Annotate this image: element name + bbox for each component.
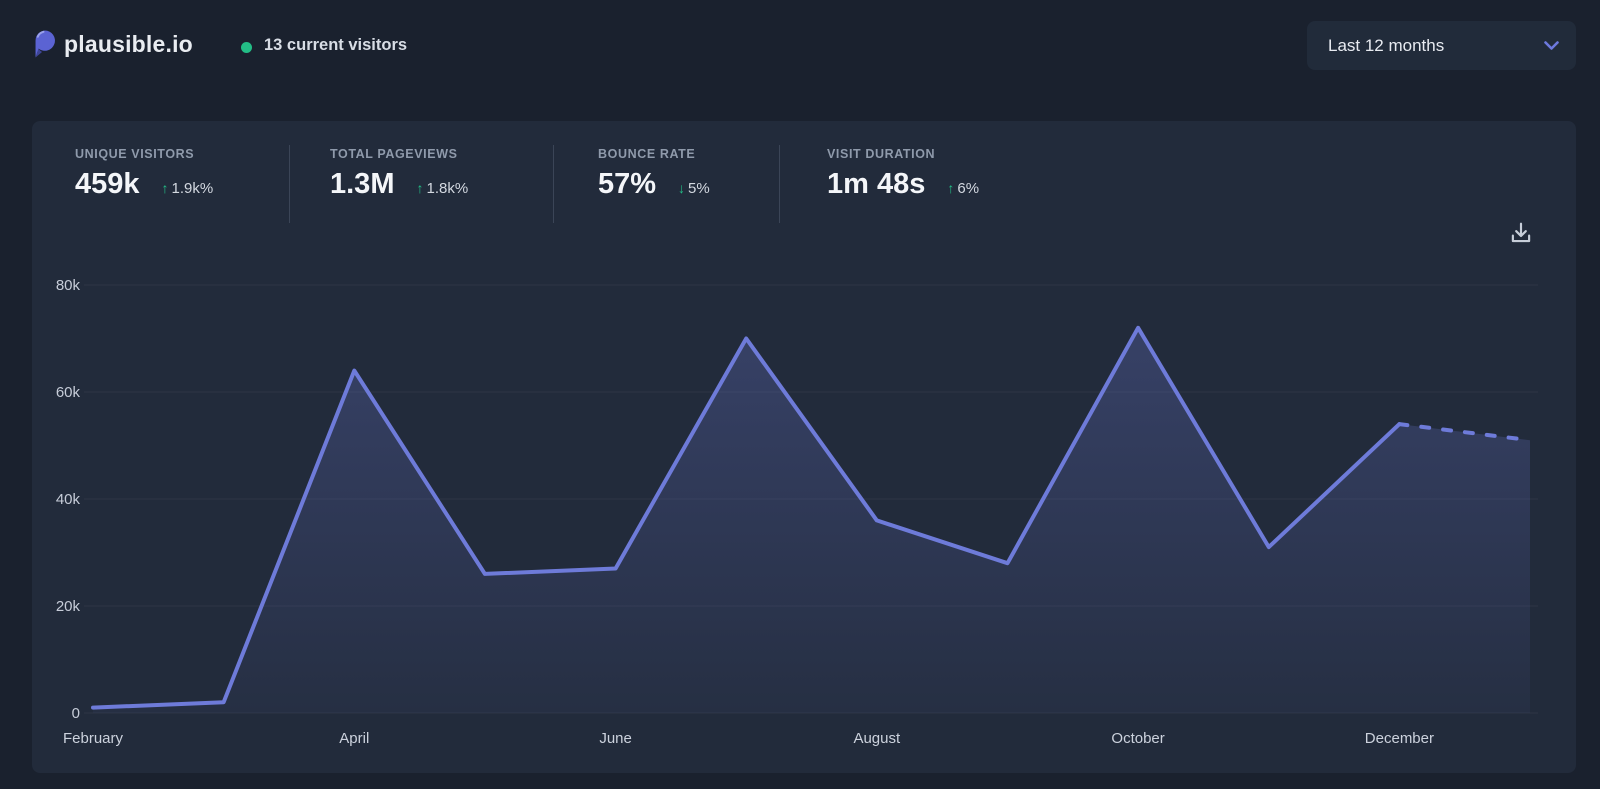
stats-divider — [289, 145, 290, 223]
stat-unique-visitors[interactable]: UNIQUE VISITORS 459k ↑ 1.9k% — [75, 147, 213, 201]
change-value: 5% — [688, 180, 710, 197]
top-bar: plausible.io 13 current visitors Last 12… — [0, 0, 1600, 121]
plausible-logo-icon — [35, 30, 55, 58]
visitors-chart[interactable]: 0 20k 40k 60k 80k February April June August Octo… — [32, 121, 1576, 773]
svg-text:80k: 80k — [56, 277, 81, 294]
stat-change: ↑ 1.9k% — [162, 180, 214, 197]
svg-text:60k: 60k — [56, 384, 81, 401]
stat-value: 57% — [598, 168, 657, 200]
stat-change: ↑ 1.8k% — [416, 180, 468, 197]
up-arrow-icon: ↑ — [947, 180, 955, 196]
stat-total-pageviews[interactable]: TOTAL PAGEVIEWS 1.3M ↑ 1.8k% — [330, 147, 468, 201]
svg-text:June: June — [599, 730, 632, 747]
svg-text:February: February — [63, 730, 124, 747]
download-button[interactable] — [1508, 221, 1534, 247]
current-visitors-link[interactable]: 13 current visitors — [264, 36, 408, 54]
svg-text:April: April — [339, 730, 369, 747]
stat-bounce-rate[interactable]: BOUNCE RATE 57% ↓ 5% — [598, 147, 710, 201]
date-range-label: Last 12 months — [1328, 35, 1445, 55]
date-range-selector[interactable]: Last 12 months — [1307, 21, 1576, 70]
stat-change: ↓ 5% — [678, 180, 710, 197]
svg-text:August: August — [853, 730, 901, 747]
svg-text:October: October — [1111, 730, 1164, 747]
live-visitors-dot-icon — [241, 42, 252, 53]
change-value: 1.9k% — [171, 180, 214, 197]
stat-visit-duration[interactable]: VISIT DURATION 1m 48s ↑ 6% — [827, 147, 979, 201]
down-arrow-icon: ↓ — [678, 180, 686, 196]
stat-value: 459k — [75, 168, 140, 200]
stats-card: 0 20k 40k 60k 80k February April June August Octo… — [32, 121, 1576, 773]
svg-text:December: December — [1365, 730, 1434, 747]
stat-label: VISIT DURATION — [827, 147, 936, 161]
stats-divider — [553, 145, 554, 223]
stats-divider — [779, 145, 780, 223]
chevron-down-icon — [1544, 40, 1559, 50]
svg-text:0: 0 — [72, 705, 80, 722]
stat-value: 1m 48s — [827, 168, 926, 200]
up-arrow-icon: ↑ — [416, 180, 424, 196]
stat-label: BOUNCE RATE — [598, 147, 696, 161]
stat-value: 1.3M — [330, 168, 395, 200]
stat-label: TOTAL PAGEVIEWS — [330, 147, 458, 161]
stat-label: UNIQUE VISITORS — [75, 147, 195, 161]
svg-text:20k: 20k — [56, 598, 81, 615]
change-value: 6% — [957, 180, 980, 197]
up-arrow-icon: ↑ — [161, 180, 169, 196]
svg-text:40k: 40k — [56, 491, 81, 508]
site-title[interactable]: plausible.io — [64, 31, 193, 57]
change-value: 1.8k% — [426, 180, 469, 197]
stat-change: ↑ 6% — [947, 180, 979, 197]
